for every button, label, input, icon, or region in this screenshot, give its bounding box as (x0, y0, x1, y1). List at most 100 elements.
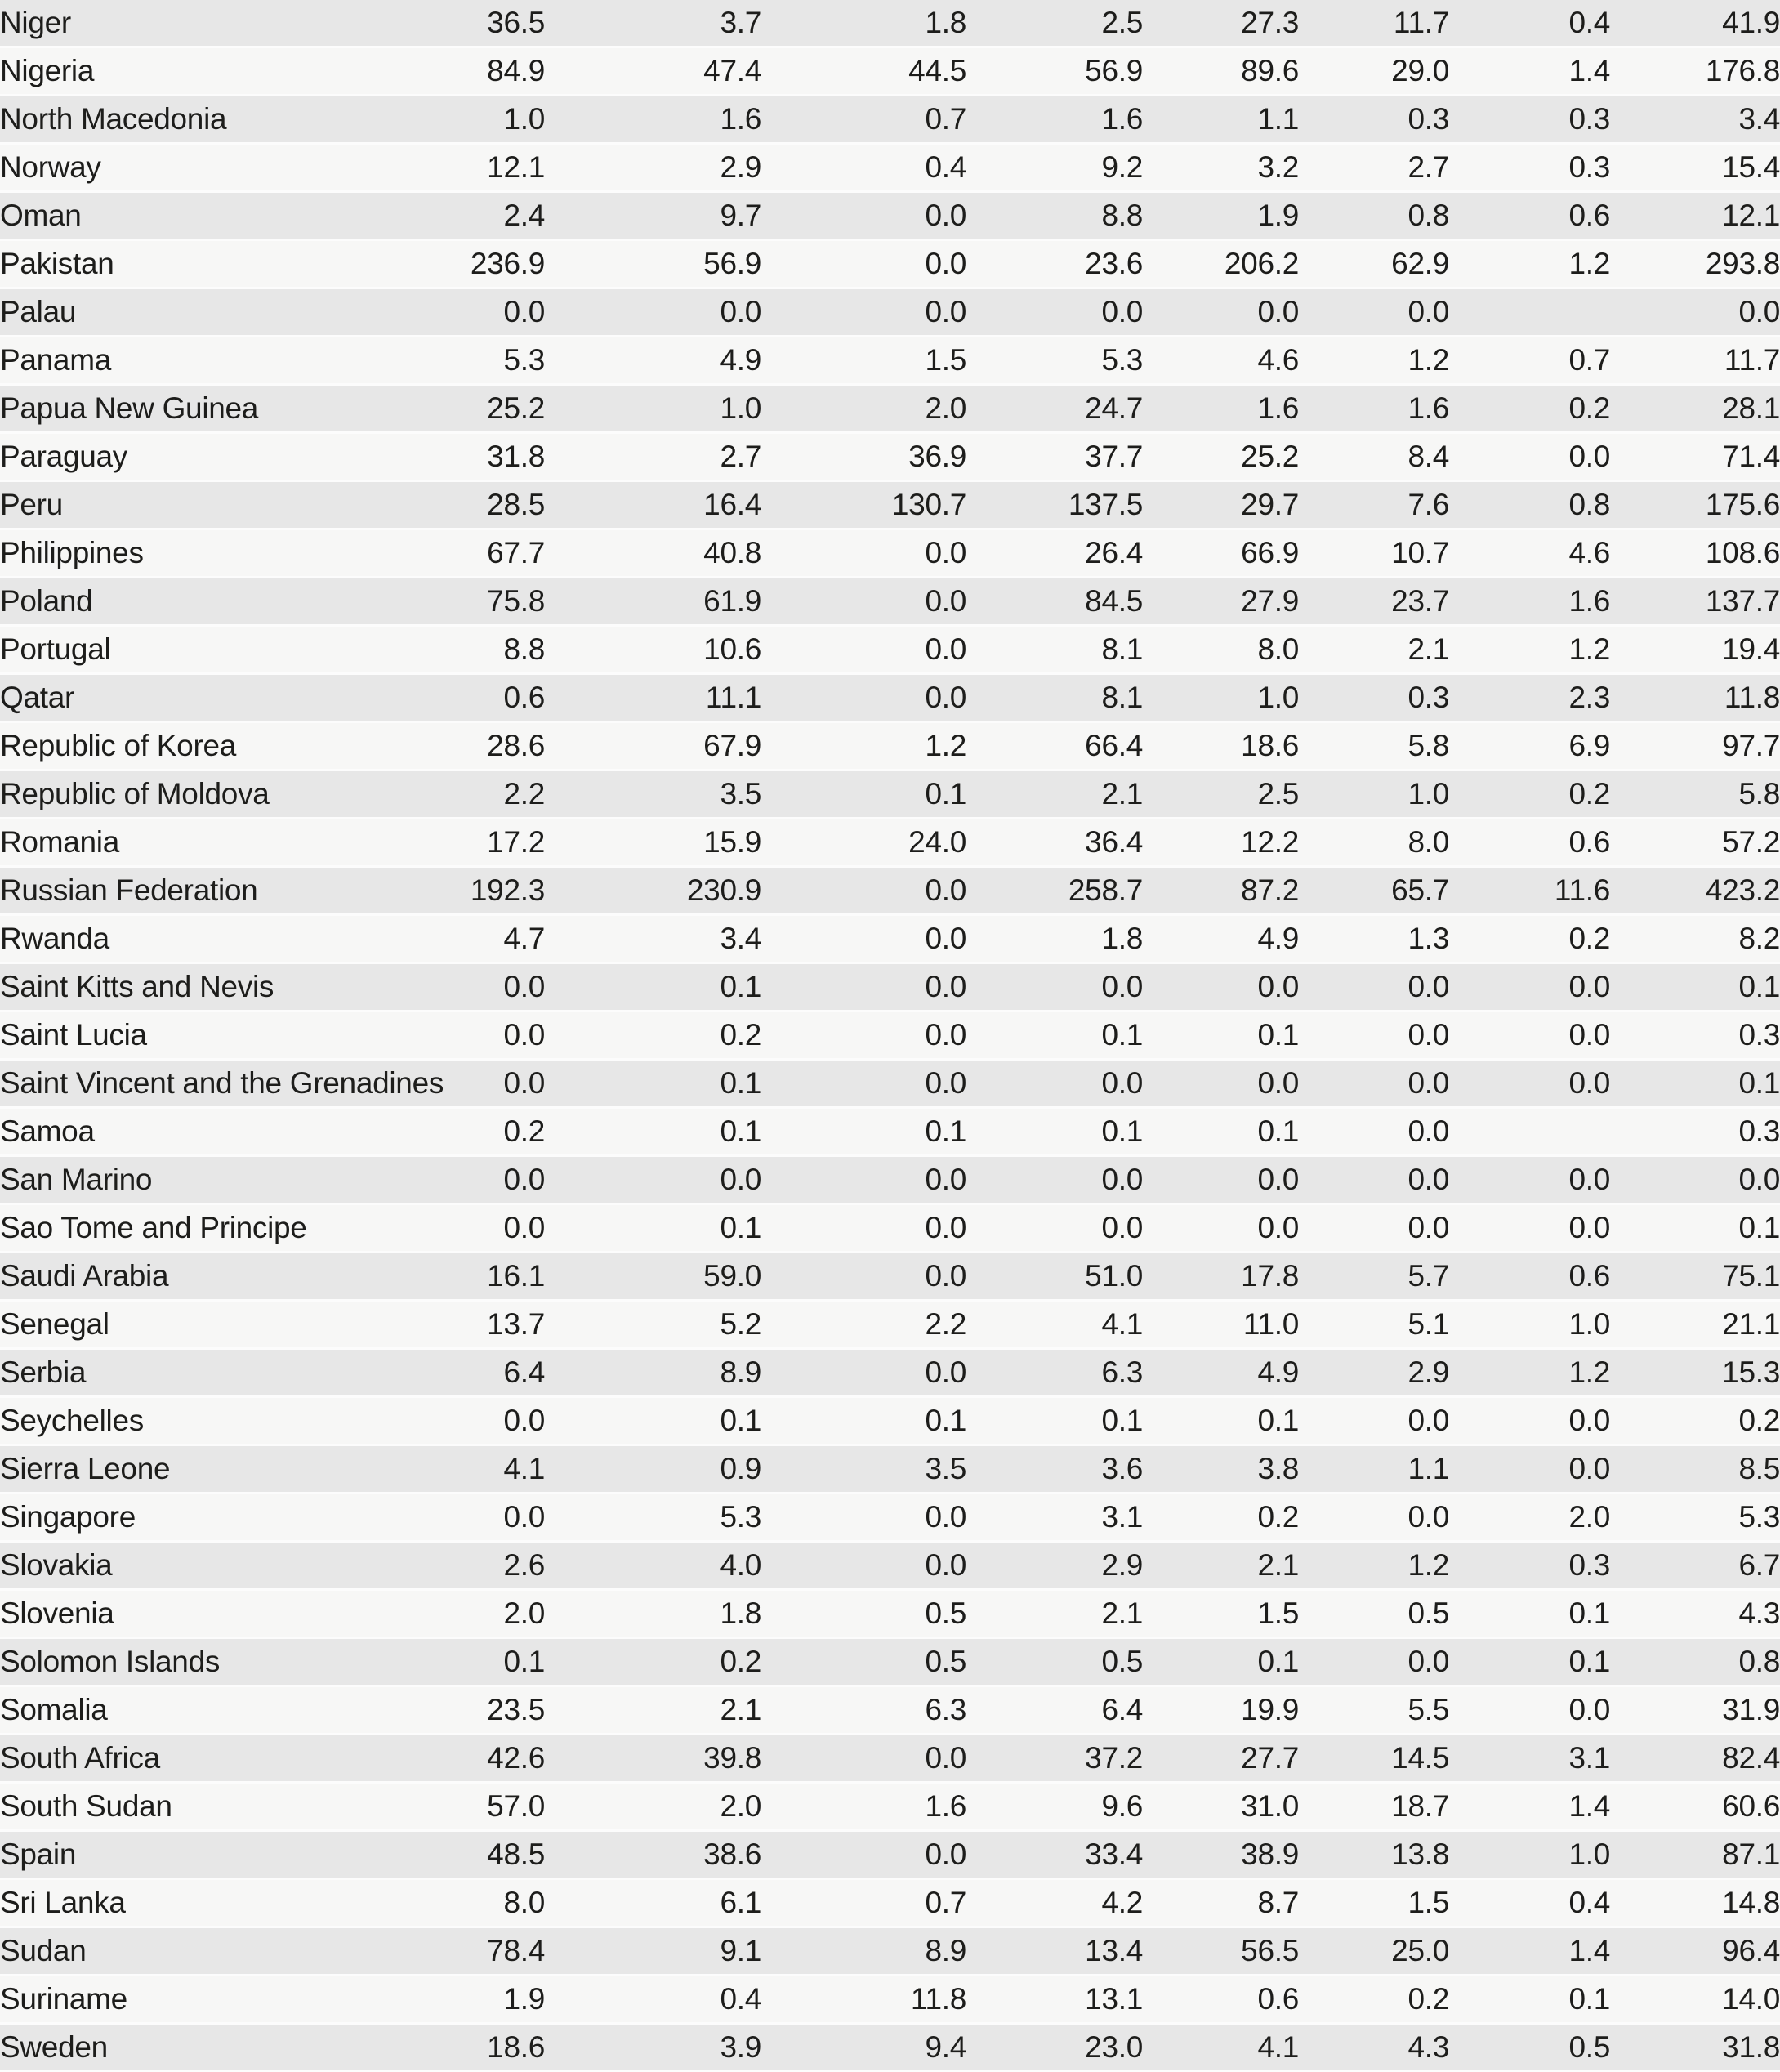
country-cell: Portugal (0, 632, 111, 666)
table-row: North Macedonia 1.0 1.6 0.7 1.6 1.1 0.3 0.3 3.4 (0, 95, 1780, 144)
value-cell: 0.8 (1407, 199, 1449, 232)
country-cell: Sudan (0, 1934, 87, 1967)
value-cell: 1.0 (1407, 777, 1449, 810)
value-cell: 0.2 (1568, 777, 1610, 810)
value-cell: 61.9 (703, 584, 761, 618)
value-cell: 24.0 (908, 825, 966, 859)
value-cell: 0.2 (1568, 922, 1610, 955)
value-cell: 31.8 (487, 440, 545, 473)
value-cell: 1.6 (720, 102, 761, 136)
value-cell: 0.0 (1257, 1163, 1299, 1196)
table-row: Sudan 78.4 9.1 8.9 13.4 56.5 25.0 1.4 96.4 (0, 1927, 1780, 1976)
value-cell: 3.4 (720, 922, 761, 955)
value-cell: 230.9 (686, 873, 761, 907)
country-cell: Norway (0, 150, 101, 184)
value-cell: 36.5 (487, 6, 545, 39)
value-cell: 67.9 (703, 729, 761, 762)
value-cell: 0.0 (1568, 440, 1610, 473)
value-cell: 96.4 (1722, 1934, 1780, 1967)
value-cell: 1.5 (925, 343, 966, 377)
value-cell: 6.4 (503, 1355, 545, 1389)
value-cell: 0.0 (925, 1066, 966, 1100)
value-cell (1449, 1108, 1610, 1156)
value-cell: 2.2 (925, 1307, 966, 1341)
value-cell: 0.1 (503, 1645, 545, 1678)
value-cell: 0.4 (925, 150, 966, 184)
value-cell: 176.8 (1705, 54, 1780, 87)
value-cell: 0.0 (503, 1066, 545, 1100)
value-cell: 11.7 (1393, 6, 1449, 39)
value-cell: 13.1 (1085, 1982, 1143, 2016)
value-cell: 60.6 (1722, 1789, 1780, 1823)
value-cell: 1.2 (1407, 343, 1449, 377)
country-cell: Spain (0, 1838, 77, 1871)
value-cell: 1.2 (1568, 632, 1610, 666)
table-row: Panama 5.3 4.9 1.5 5.3 4.6 1.2 0.7 11.7 (0, 336, 1780, 385)
value-cell: 192.3 (470, 873, 545, 907)
table-row: Paraguay 31.8 2.7 36.9 37.7 25.2 8.4 0.0 71.4 (0, 432, 1780, 481)
value-cell: 1.2 (925, 729, 966, 762)
value-cell: 0.0 (503, 1163, 545, 1196)
value-cell: 0.0 (503, 1018, 545, 1052)
value-cell: 11.8 (1724, 681, 1780, 714)
value-cell: 0.1 (1101, 1114, 1143, 1148)
value-cell: 0.2 (503, 1114, 545, 1148)
value-cell: 0.4 (720, 1982, 761, 2016)
value-cell: 17.2 (487, 825, 545, 859)
value-cell: 4.9 (1257, 1355, 1299, 1389)
value-cell: 87.2 (1241, 873, 1299, 907)
value-cell: 0.2 (1568, 391, 1610, 425)
value-cell: 0.4 (1568, 1886, 1610, 1919)
value-cell: 4.6 (1568, 536, 1610, 569)
value-cell: 130.7 (891, 488, 966, 521)
country-cell: Rwanda (0, 922, 109, 955)
value-cell: 1.0 (503, 102, 545, 136)
value-cell: 28.5 (487, 488, 545, 521)
value-cell: 6.3 (925, 1693, 966, 1726)
value-cell: 0.3 (1407, 681, 1449, 714)
value-cell: 48.5 (487, 1838, 545, 1871)
value-cell: 0.1 (1101, 1404, 1143, 1437)
value-cell: 4.9 (720, 343, 761, 377)
value-cell: 0.0 (925, 536, 966, 569)
value-cell: 0.0 (925, 970, 966, 1003)
table-row: Norway 12.1 2.9 0.4 9.2 3.2 2.7 0.3 15.4 (0, 143, 1780, 192)
value-cell: 18.7 (1391, 1789, 1449, 1823)
value-cell: 3.5 (720, 777, 761, 810)
country-cell: Sweden (0, 2030, 108, 2064)
value-cell: 4.9 (1257, 922, 1299, 955)
value-cell: 12.2 (1241, 825, 1299, 859)
table-row: Peru 28.5 16.4 130.7 137.5 29.7 7.6 0.8 175.6 (0, 480, 1780, 529)
value-cell: 0.0 (925, 1211, 966, 1244)
value-cell: 8.2 (1738, 922, 1780, 955)
value-cell: 0.1 (925, 1114, 966, 1148)
value-cell: 5.5 (1407, 1693, 1449, 1726)
value-cell: 5.2 (720, 1307, 761, 1341)
value-cell: 3.6 (1101, 1452, 1143, 1485)
value-cell: 0.0 (925, 1018, 966, 1052)
value-cell: 4.1 (1101, 1307, 1143, 1341)
value-cell: 14.0 (1722, 1982, 1780, 2016)
value-cell: 11.1 (705, 681, 761, 714)
value-cell: 2.0 (720, 1789, 761, 1823)
country-cell: Nigeria (0, 54, 95, 87)
value-cell: 0.0 (1407, 1163, 1449, 1196)
table-row: Senegal 13.7 5.2 2.2 4.1 11.0 5.1 1.0 21.1 (0, 1300, 1780, 1349)
value-cell: 0.2 (720, 1645, 761, 1678)
table-row: Samoa 0.2 0.1 0.1 0.1 0.1 0.0 0.3 (0, 1107, 1780, 1156)
value-cell: 1.6 (1101, 102, 1143, 136)
table-row: Russian Federation 192.3 230.9 0.0 258.7 87.2… (0, 866, 1780, 915)
value-cell: 1.0 (1568, 1838, 1610, 1871)
value-cell: 108.6 (1705, 536, 1780, 569)
value-cell: 0.1 (1257, 1404, 1299, 1437)
value-cell: 0.8 (1738, 1645, 1780, 1678)
value-cell: 0.6 (1568, 1259, 1610, 1293)
value-cell: 0.0 (925, 295, 966, 328)
country-cell: Suriname (0, 1982, 127, 2016)
value-cell: 0.0 (1407, 1404, 1449, 1437)
value-cell: 137.7 (1705, 584, 1780, 618)
value-cell: 1.5 (1257, 1596, 1299, 1630)
value-cell: 0.1 (1257, 1645, 1299, 1678)
value-cell: 9.2 (1101, 150, 1143, 184)
value-cell: 0.5 (1407, 1596, 1449, 1630)
